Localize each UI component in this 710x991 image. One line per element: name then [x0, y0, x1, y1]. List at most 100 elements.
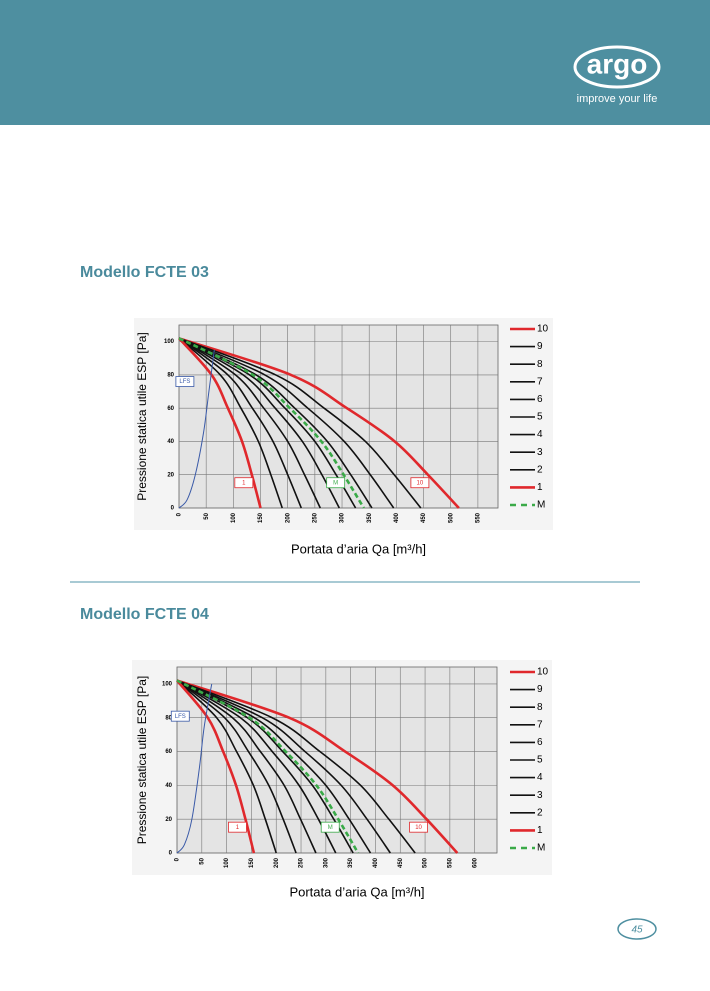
x-tick-label: 300: [323, 857, 329, 868]
series-line: [176, 679, 416, 854]
page-number-ring: [617, 918, 657, 940]
page-number: 45: [631, 925, 643, 936]
x-tick-label: 500: [423, 857, 429, 868]
x-tick-label: 450: [421, 512, 427, 523]
series-line: [178, 337, 284, 509]
x-tick-label: 100: [231, 512, 237, 523]
y-tick-label: 60: [165, 749, 172, 755]
x-axis-label: Portata d’aria Qa [m³/h]: [289, 884, 424, 899]
series-line: [176, 679, 360, 854]
x-tick-label: 100: [224, 857, 230, 868]
y-axis-label: Pressione statica utile ESP [Pa]: [135, 332, 149, 501]
x-tick-label: 0: [175, 857, 181, 861]
legend-label: 6: [537, 737, 543, 748]
y-tick-label: 80: [167, 372, 174, 378]
legend-label: 8: [537, 702, 543, 713]
curve-label: 10: [417, 480, 424, 486]
series-line: [176, 679, 372, 854]
curve-label-box: [410, 477, 430, 489]
x-tick-label: 150: [249, 857, 255, 868]
series-line: [178, 337, 322, 509]
curve-label-box: [170, 710, 190, 722]
curve-label-box: [320, 821, 340, 833]
logo-ring: [573, 45, 661, 89]
curve-label: M: [333, 480, 338, 486]
series-line: [178, 337, 357, 509]
x-tick-label: 450: [398, 857, 404, 868]
curve-label: 10: [415, 825, 422, 831]
x-tick-label: 400: [394, 512, 400, 523]
series-line: [178, 337, 341, 509]
legend-label: 9: [537, 341, 543, 352]
x-tick-label: 50: [199, 857, 205, 864]
logo: argo: [587, 48, 648, 79]
curve-label-box: [326, 477, 346, 489]
legend-label: 2: [537, 807, 543, 818]
series-line: [178, 337, 395, 509]
series-line: [176, 683, 213, 854]
x-tick-label: 400: [373, 857, 379, 868]
tagline: improve your life: [577, 93, 658, 105]
legend-label: 6: [537, 394, 543, 405]
legend-label: M: [537, 500, 545, 511]
curve-label-box: [175, 376, 195, 387]
x-axis-label: Portata d’aria Qa [m³/h]: [291, 541, 426, 556]
legend-label: 2: [537, 464, 543, 475]
legend-label: 7: [537, 376, 543, 387]
curve-label: 1: [236, 825, 240, 831]
x-tick-label: 50: [204, 512, 210, 519]
series-line: [178, 337, 303, 509]
x-tick-label: 300: [340, 512, 346, 523]
x-tick-label: 250: [299, 857, 305, 868]
y-tick-label: 100: [162, 681, 173, 687]
y-tick-label: 0: [171, 506, 175, 512]
series-line: [176, 679, 317, 854]
section-title: Modello FCTE 03: [80, 264, 209, 281]
curve-label-box: [228, 821, 247, 833]
x-tick-label: 500: [448, 512, 454, 523]
legend-label: 7: [537, 719, 543, 730]
legend-label: 10: [537, 667, 549, 678]
series-line: [178, 337, 365, 509]
curve-label-box: [234, 477, 254, 489]
curve-label-box: [409, 821, 428, 833]
series-line: [176, 679, 459, 854]
legend-label: 4: [537, 772, 543, 783]
x-tick-label: 150: [258, 512, 264, 523]
x-tick-label: 550: [475, 512, 481, 523]
x-tick-label: 200: [274, 857, 280, 868]
curve-label: M: [328, 825, 333, 831]
x-tick-label: 0: [177, 512, 183, 516]
x-tick-label: 600: [472, 857, 478, 868]
series-line: [178, 349, 215, 509]
legend-label: M: [537, 843, 545, 854]
x-tick-label: 250: [312, 512, 318, 523]
series-line: [176, 679, 297, 854]
legend-label: 3: [537, 790, 543, 801]
legend-label: 4: [537, 429, 543, 440]
legend-label: 10: [537, 324, 549, 335]
curve-label: LFS: [179, 379, 190, 385]
y-tick-label: 20: [167, 472, 174, 478]
legend-label: 1: [537, 825, 543, 836]
legend-label: 5: [537, 755, 543, 766]
series-line: [176, 679, 391, 854]
legend-label: 3: [537, 447, 543, 458]
x-tick-label: 350: [348, 857, 354, 868]
header-band: [0, 0, 710, 125]
y-tick-label: 60: [167, 406, 174, 412]
x-tick-label: 550: [447, 857, 453, 868]
y-tick-label: 20: [165, 817, 172, 823]
series-line: [176, 679, 277, 854]
series-line: [178, 337, 460, 509]
series-line: [176, 679, 337, 854]
y-axis-label: Pressione statica utile ESP [Pa]: [135, 676, 149, 845]
x-tick-label: 200: [285, 512, 291, 523]
y-tick-label: 100: [164, 339, 175, 345]
curve-label: 1: [242, 480, 246, 486]
section-title: Modello FCTE 04: [80, 606, 209, 623]
legend-label: 5: [537, 412, 543, 423]
legend-label: 9: [537, 684, 543, 695]
y-tick-label: 0: [169, 851, 173, 857]
